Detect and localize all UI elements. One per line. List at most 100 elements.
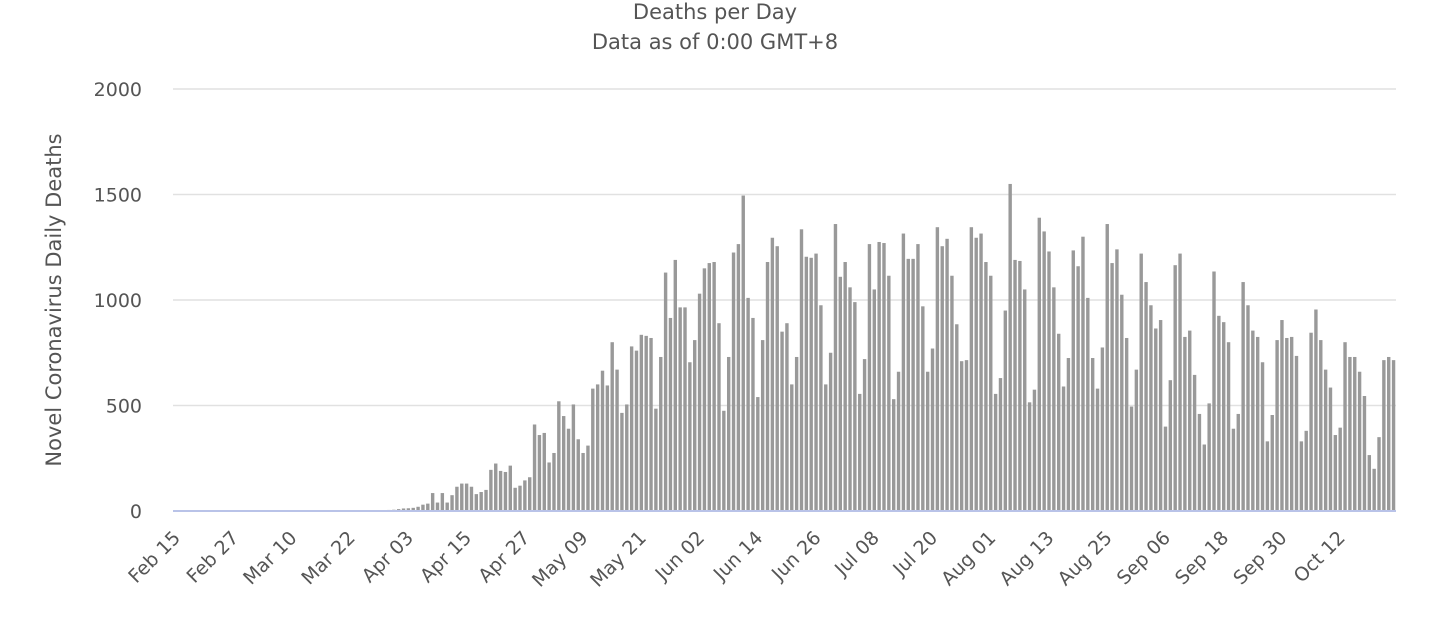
- x-tick-label: Jul 08: [830, 527, 884, 581]
- bar: [474, 494, 479, 511]
- bar: [882, 243, 886, 511]
- bar: [1241, 282, 1245, 511]
- bar: [508, 465, 512, 511]
- bar: [1042, 231, 1046, 511]
- bar: [993, 393, 998, 511]
- bar: [445, 502, 449, 511]
- bar: [561, 416, 566, 511]
- bar: [843, 262, 847, 511]
- bar: [1289, 336, 1294, 511]
- bar: [1255, 336, 1260, 511]
- bar: [853, 302, 857, 511]
- bar: [736, 244, 741, 511]
- bar: [989, 275, 993, 511]
- bar: [406, 508, 411, 511]
- x-tick-label: Sep 18: [1171, 527, 1233, 589]
- bar: [688, 362, 692, 511]
- bar: [974, 237, 978, 511]
- bar: [494, 463, 498, 511]
- bar: [1377, 437, 1381, 511]
- bar: [872, 289, 876, 511]
- bar: [1134, 369, 1139, 511]
- bar: [809, 257, 813, 511]
- bar: [1357, 371, 1362, 511]
- bar: [790, 384, 794, 511]
- bar: [610, 342, 614, 511]
- x-tick-label: Jul 20: [888, 527, 942, 581]
- bar: [1319, 340, 1323, 511]
- bar: [1168, 380, 1173, 511]
- bar: [833, 224, 838, 512]
- bar: [1081, 236, 1085, 511]
- bar: [440, 493, 445, 511]
- bar: [760, 340, 765, 511]
- bar: [765, 262, 770, 511]
- bar: [1309, 332, 1313, 511]
- bar: [712, 262, 716, 511]
- x-tick-label: Aug 01: [937, 527, 1000, 590]
- bar: [523, 480, 527, 511]
- bar: [557, 401, 561, 511]
- x-tick-label: May 09: [528, 527, 593, 592]
- bar: [1226, 342, 1231, 511]
- bar: [542, 432, 546, 511]
- bar: [566, 428, 571, 511]
- bar: [426, 503, 430, 511]
- bar: [1207, 403, 1211, 511]
- bar: [1173, 265, 1177, 511]
- bar: [532, 424, 537, 511]
- bar: [639, 334, 644, 511]
- bar: [896, 371, 901, 511]
- bar: [955, 324, 959, 511]
- bar: [547, 462, 551, 511]
- x-tick-label: Apr 15: [416, 527, 476, 587]
- bar: [1071, 250, 1075, 511]
- bar: [838, 276, 843, 511]
- bar: [1212, 271, 1216, 511]
- bar: [615, 369, 619, 511]
- bar: [401, 508, 406, 511]
- bar: [455, 486, 459, 511]
- bar: [916, 244, 920, 511]
- bar: [620, 412, 624, 511]
- x-tick-label: Jun 26: [767, 527, 826, 586]
- bar: [979, 233, 983, 512]
- bar: [722, 410, 726, 511]
- bar: [503, 471, 508, 511]
- y-tick-label: 0: [130, 501, 142, 523]
- bar: [945, 238, 949, 511]
- bar: [464, 483, 469, 511]
- x-tick-label: Jun 14: [709, 527, 768, 586]
- bar: [1013, 259, 1017, 511]
- bar: [1387, 356, 1391, 511]
- x-tick-label: Apr 27: [474, 527, 534, 587]
- bar: [969, 227, 974, 511]
- bar: [552, 452, 556, 511]
- bar: [673, 259, 677, 511]
- bar: [1260, 362, 1265, 511]
- bar: [1270, 415, 1274, 511]
- x-tick-label: Apr 03: [358, 527, 418, 587]
- bar: [756, 397, 760, 511]
- bar: [518, 485, 522, 511]
- bar: [1192, 374, 1197, 511]
- bar: [1052, 287, 1056, 511]
- bar: [683, 307, 687, 511]
- bar: [484, 489, 488, 511]
- x-tick-label: Jun 02: [650, 527, 709, 586]
- bar: [1202, 444, 1206, 511]
- bar: [785, 323, 789, 511]
- bar: [1129, 406, 1134, 511]
- bar: [421, 504, 425, 511]
- bar: [1076, 266, 1080, 511]
- bar: [571, 404, 576, 511]
- bar: [528, 477, 532, 511]
- bar: [1144, 282, 1148, 511]
- bar: [1265, 441, 1270, 511]
- chart-subtitle: Data as of 0:00 GMT+8: [592, 30, 838, 54]
- bar: [1372, 468, 1376, 511]
- bar: [1328, 387, 1333, 511]
- bar: [625, 404, 629, 511]
- bar: [1338, 427, 1342, 511]
